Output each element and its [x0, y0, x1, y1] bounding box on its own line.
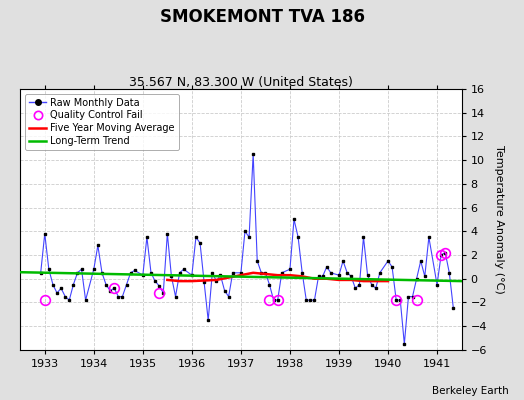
- Y-axis label: Temperature Anomaly (°C): Temperature Anomaly (°C): [494, 145, 504, 294]
- Text: SMOKEMONT TVA 186: SMOKEMONT TVA 186: [159, 8, 365, 26]
- Title: 35.567 N, 83.300 W (United States): 35.567 N, 83.300 W (United States): [129, 76, 353, 89]
- Text: Berkeley Earth: Berkeley Earth: [432, 386, 508, 396]
- Legend: Raw Monthly Data, Quality Control Fail, Five Year Moving Average, Long-Term Tren: Raw Monthly Data, Quality Control Fail, …: [25, 94, 179, 150]
